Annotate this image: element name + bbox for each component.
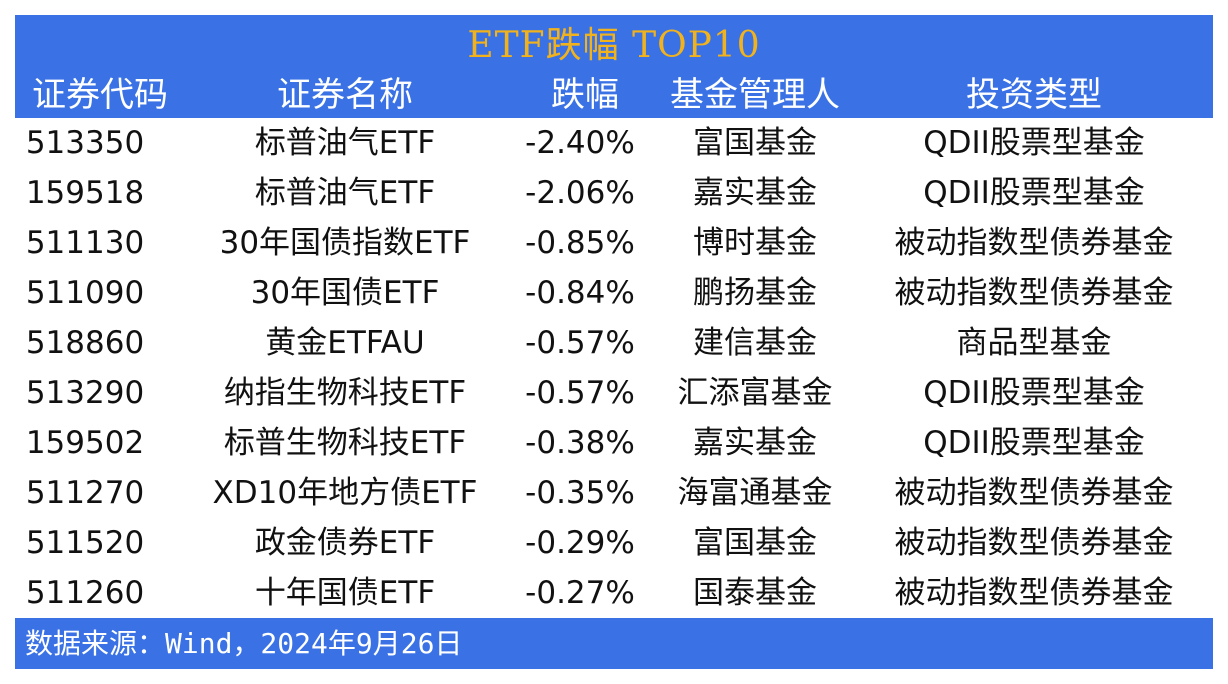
cell-code: 518860 — [25, 325, 145, 361]
cell-change: -0.84% — [525, 275, 635, 311]
cell-manager: 建信基金 — [693, 325, 817, 361]
table-row: 518860 黄金ETFAU -0.57% 建信基金 商品型基金 — [15, 318, 1213, 368]
cell-type: QDII股票型基金 — [923, 125, 1145, 161]
cell-change: -0.57% — [525, 325, 635, 361]
cell-name: 纳指生物科技ETF — [223, 375, 467, 411]
table-body: 513350 标普油气ETF -2.40% 富国基金 QDII股票型基金 159… — [15, 118, 1213, 618]
cell-name: 30年国债ETF — [250, 275, 440, 311]
cell-code: 513290 — [25, 375, 145, 411]
table-row: 511520 政金债券ETF -0.29% 富国基金 被动指数型债券基金 — [15, 518, 1213, 568]
cell-name: 标普油气ETF — [254, 175, 436, 211]
cell-code: 511520 — [25, 525, 145, 561]
cell-change: -2.40% — [525, 125, 635, 161]
table-row: 513350 标普油气ETF -2.40% 富国基金 QDII股票型基金 — [15, 118, 1213, 168]
cell-name: 标普生物科技ETF — [223, 425, 467, 461]
cell-manager: 海富通基金 — [677, 475, 833, 511]
cell-code: 511260 — [25, 575, 145, 611]
cell-type: QDII股票型基金 — [923, 175, 1145, 211]
cell-type: 被动指数型债券基金 — [894, 225, 1174, 261]
etf-table-card: ETF跌幅 TOP10 证券代码 证券名称 跌幅 基金管理人 投资类型 5133… — [15, 15, 1213, 669]
cell-change: -0.29% — [525, 525, 635, 561]
cell-manager: 嘉实基金 — [693, 425, 817, 461]
cell-name: 十年国债ETF — [254, 575, 436, 611]
cell-code: 511130 — [25, 225, 145, 261]
cell-change: -0.57% — [525, 375, 635, 411]
cell-change: -2.06% — [525, 175, 635, 211]
cell-manager: 汇添富基金 — [677, 375, 833, 411]
cell-manager: 鹏扬基金 — [693, 275, 817, 311]
column-header-change: 跌幅 — [551, 75, 619, 115]
column-header-name: 证券名称 — [277, 75, 413, 115]
cell-manager: 国泰基金 — [693, 575, 817, 611]
cell-change: -0.35% — [525, 475, 635, 511]
column-header-manager: 基金管理人 — [670, 75, 840, 115]
cell-code: 511090 — [25, 275, 145, 311]
table-row: 511090 30年国债ETF -0.84% 鹏扬基金 被动指数型债券基金 — [15, 268, 1213, 318]
cell-name: 政金债券ETF — [254, 525, 436, 561]
table-row: 511260 十年国债ETF -0.27% 国泰基金 被动指数型债券基金 — [15, 568, 1213, 618]
cell-name: XD10年地方债ETF — [212, 475, 478, 511]
page-title: ETF跌幅 TOP10 — [467, 25, 761, 66]
table-row: 159502 标普生物科技ETF -0.38% 嘉实基金 QDII股票型基金 — [15, 418, 1213, 468]
cell-code: 159518 — [25, 175, 145, 211]
cell-code: 159502 — [25, 425, 145, 461]
table-row: 513290 纳指生物科技ETF -0.57% 汇添富基金 QDII股票型基金 — [15, 368, 1213, 418]
cell-manager: 富国基金 — [693, 125, 817, 161]
cell-change: -0.38% — [525, 425, 635, 461]
cell-type: 商品型基金 — [956, 325, 1112, 361]
column-header-type: 投资类型 — [966, 75, 1102, 115]
cell-manager: 博时基金 — [693, 225, 817, 261]
cell-type: QDII股票型基金 — [923, 425, 1145, 461]
cell-name: 30年国债指数ETF — [219, 225, 471, 261]
cell-type: 被动指数型债券基金 — [894, 575, 1174, 611]
table-row: 511130 30年国债指数ETF -0.85% 博时基金 被动指数型债券基金 — [15, 218, 1213, 268]
cell-type: 被动指数型债券基金 — [894, 275, 1174, 311]
cell-manager: 嘉实基金 — [693, 175, 817, 211]
table-row: 159518 标普油气ETF -2.06% 嘉实基金 QDII股票型基金 — [15, 168, 1213, 218]
cell-change: -0.27% — [525, 575, 635, 611]
cell-type: QDII股票型基金 — [923, 375, 1145, 411]
cell-type: 被动指数型债券基金 — [894, 525, 1174, 561]
cell-manager: 富国基金 — [693, 525, 817, 561]
cell-change: -0.85% — [525, 225, 635, 261]
data-source-note: 数据来源：Wind，2024年9月26日 — [25, 627, 463, 660]
table-row: 511270 XD10年地方债ETF -0.35% 海富通基金 被动指数型债券基… — [15, 468, 1213, 518]
cell-code: 511270 — [25, 475, 145, 511]
cell-type: 被动指数型债券基金 — [894, 475, 1174, 511]
cell-name: 标普油气ETF — [254, 125, 436, 161]
cell-code: 513350 — [25, 125, 145, 161]
column-header-code: 证券代码 — [32, 75, 168, 115]
table-footer: 数据来源：Wind，2024年9月26日 — [15, 618, 1213, 669]
table-header: ETF跌幅 TOP10 证券代码 证券名称 跌幅 基金管理人 投资类型 — [15, 15, 1213, 118]
cell-name: 黄金ETFAU — [265, 325, 425, 361]
